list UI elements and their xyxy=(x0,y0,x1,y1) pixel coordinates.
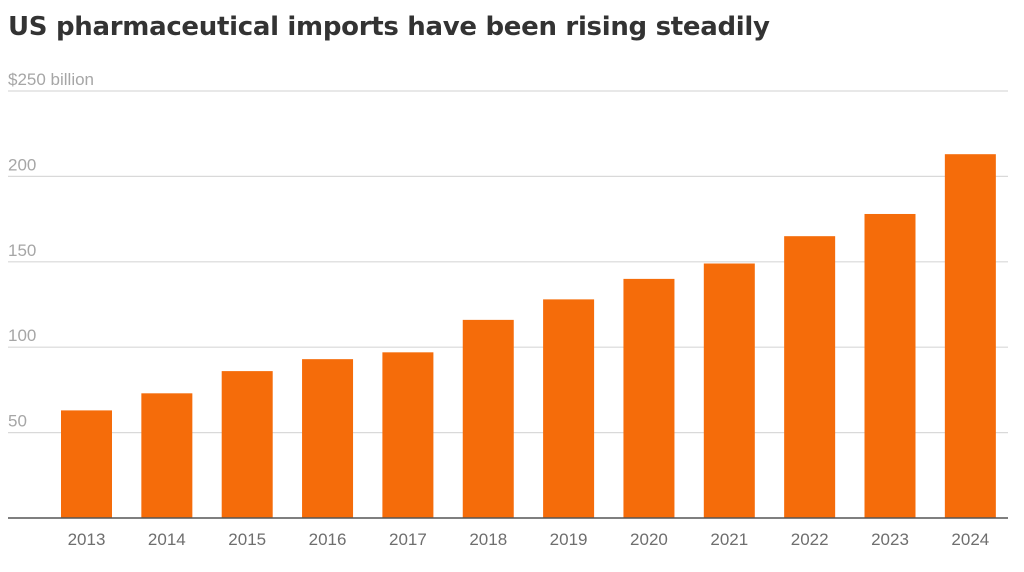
x-tick-label-2021: 2021 xyxy=(710,530,748,549)
x-tick-label-2014: 2014 xyxy=(148,530,186,549)
bars xyxy=(61,154,996,519)
bar-2014 xyxy=(141,393,193,518)
x-tick-label-2015: 2015 xyxy=(228,530,266,549)
x-tick-label-2022: 2022 xyxy=(791,530,829,549)
bar-2018 xyxy=(462,319,514,518)
y-tick-label-150: 150 xyxy=(8,241,36,260)
bar-2015 xyxy=(221,371,273,518)
bar-2020 xyxy=(623,278,675,518)
y-tick-label-100: 100 xyxy=(8,326,36,345)
bar-2023 xyxy=(864,213,916,518)
bar-2017 xyxy=(382,352,434,518)
x-tick-label-2017: 2017 xyxy=(389,530,427,549)
x-tick-label-2019: 2019 xyxy=(550,530,588,549)
x-tick-label-2016: 2016 xyxy=(309,530,347,549)
x-tick-label-2020: 2020 xyxy=(630,530,668,549)
x-tick-label-2024: 2024 xyxy=(951,530,989,549)
chart-title: US pharmaceutical imports have been risi… xyxy=(8,12,770,42)
x-tick-label-2013: 2013 xyxy=(68,530,106,549)
bar-2022 xyxy=(784,236,836,518)
x-tick-label-2018: 2018 xyxy=(469,530,507,549)
y-axis-ticks: 50 100 150 200 $250 billion xyxy=(8,70,94,431)
bar-2021 xyxy=(703,263,755,518)
bar-2024 xyxy=(944,154,996,519)
x-axis-ticks: 2013 2014 2015 2016 2017 2018 2019 2020 2021 2022… xyxy=(68,530,990,549)
bar-2016 xyxy=(302,359,354,518)
x-tick-label-2023: 2023 xyxy=(871,530,909,549)
y-tick-label-250: $250 billion xyxy=(8,70,94,89)
bar-2019 xyxy=(543,299,595,518)
bar-2013 xyxy=(61,410,112,518)
y-tick-label-50: 50 xyxy=(8,412,27,431)
y-tick-label-200: 200 xyxy=(8,155,36,174)
